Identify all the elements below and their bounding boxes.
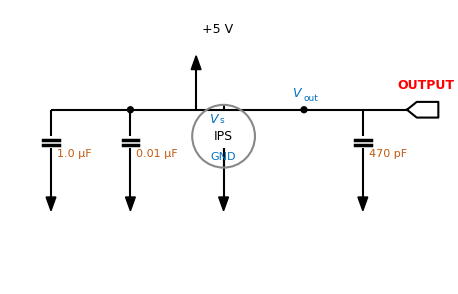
Text: GND: GND <box>211 152 236 162</box>
Circle shape <box>127 107 133 113</box>
Polygon shape <box>358 197 368 211</box>
Polygon shape <box>218 197 229 211</box>
Text: s: s <box>220 116 224 125</box>
Text: out: out <box>303 94 318 103</box>
Text: 470 pF: 470 pF <box>369 149 407 159</box>
Text: IPS: IPS <box>214 130 233 143</box>
Text: +5 V: +5 V <box>202 24 233 36</box>
Polygon shape <box>191 56 201 69</box>
Polygon shape <box>46 197 56 211</box>
Text: V: V <box>209 113 218 126</box>
Text: V: V <box>292 87 300 100</box>
Text: OUTPUT: OUTPUT <box>397 79 454 92</box>
Text: 0.01 μF: 0.01 μF <box>136 149 178 159</box>
Polygon shape <box>125 197 135 211</box>
Circle shape <box>301 107 307 113</box>
Text: 1.0 μF: 1.0 μF <box>57 149 92 159</box>
